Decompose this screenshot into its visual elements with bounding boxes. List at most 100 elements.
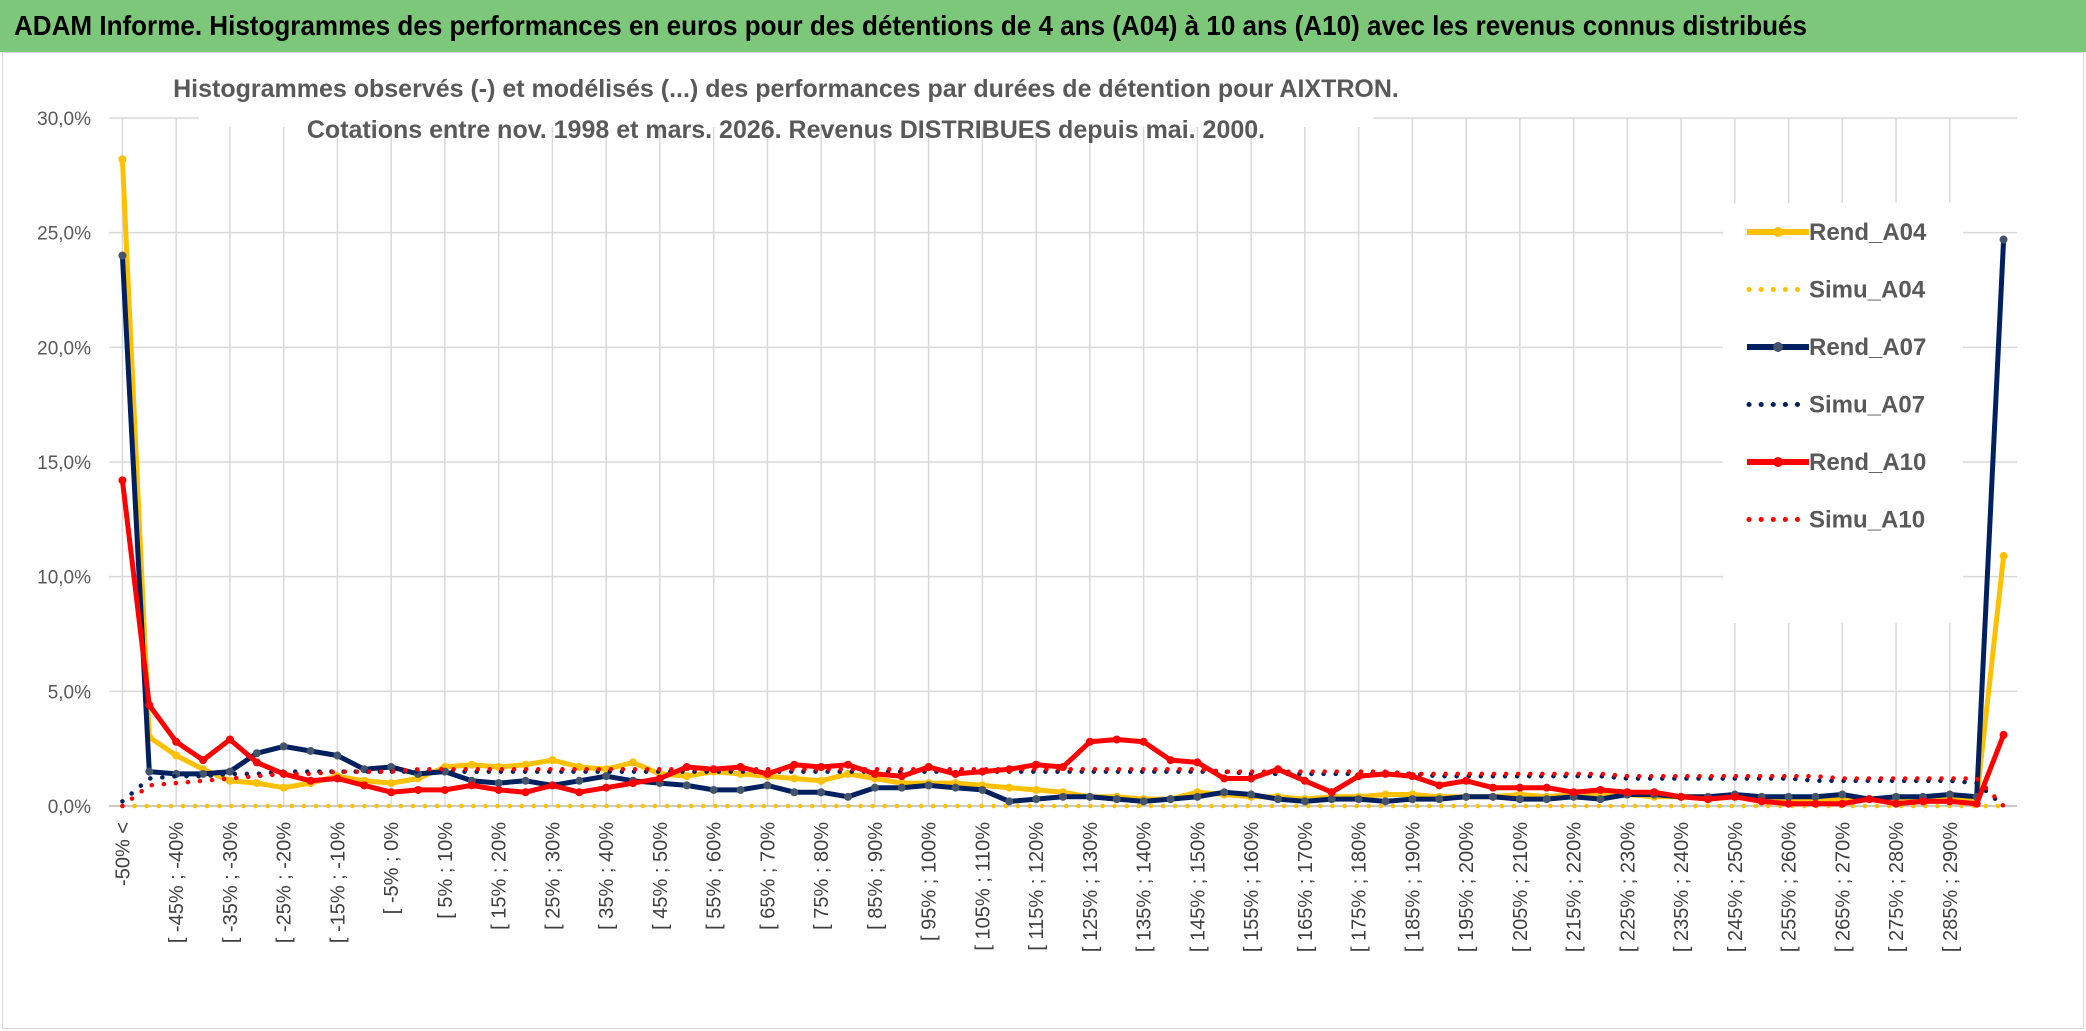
point-Rend_A10 [521,788,530,797]
x-tick-label: [ 115% ; 120% [1026,822,1048,951]
y-tick-label: 25,0% [37,224,91,245]
banner-title: ADAM Informe. Histogrammes des performan… [14,10,1807,41]
point-Rend_A07 [1005,797,1014,806]
point-Rend_A07 [978,785,987,794]
title-backdrop [199,57,1373,127]
point-Rend_A10 [709,765,718,774]
point-Rend_A04 [387,779,396,788]
point-Rend_A10 [199,756,208,765]
point-Rend_A07 [897,783,906,792]
point-Rend_A07 [763,781,772,790]
x-tick-label: [ 35% ; 40% [596,822,618,930]
point-Rend_A10 [575,788,584,797]
x-tick-label: [ 175% ; 180% [1349,822,1371,952]
point-Rend_A10 [844,760,853,769]
point-Rend_A10 [763,769,772,778]
series-layer [118,155,2008,809]
point-Rend_A10 [440,785,449,794]
point-Rend_A10 [1300,776,1309,785]
legend-label: Rend_A10 [1809,449,1926,476]
point-Rend_A07 [870,783,879,792]
chart-legend: Rend_A04 Simu_A04 Rend_A07 Simu_A07 Rend_A10… [1723,203,1963,623]
x-tick-label: [ 265% ; 270% [1832,822,1854,952]
point-Rend_A10 [951,769,960,778]
chart-frame: 0,0% 5,0% 10,0% 15,0% 20,0% 25,0% 30,0% -50% <… [2,52,2084,1029]
point-Rend_A07 [199,769,208,778]
point-Rend_A10 [897,772,906,781]
point-Rend_A04 [1005,783,1014,792]
point-Rend_A07 [1327,795,1336,804]
legend-marker [1773,457,1783,467]
point-Rend_A04 [1381,790,1390,799]
legend-box [1723,203,1963,623]
line-Rend_A04 [119,159,2007,802]
point-Rend_A07 [951,783,960,792]
series-Rend_A10 [118,476,2008,808]
point-Rend_A10 [1757,797,1766,806]
histogram-line-chart: 0,0% 5,0% 10,0% 15,0% 20,0% 25,0% 30,0% -50% <… [37,57,2017,952]
line-Rend_A10 [119,480,2006,807]
x-tick-label: [ 225% ; 230% [1617,822,1639,952]
x-tick-label: [ 255% ; 260% [1779,822,1801,952]
point-Rend_A07 [1462,792,1471,801]
point-Rend_A04 [548,756,557,765]
point-Rend_A07 [1193,792,1202,801]
point-Rend_A10 [1677,792,1686,801]
point-Rend_A07 [1166,795,1175,804]
point-Rend_A10 [1085,737,1094,746]
point-Rend_A10 [817,763,826,772]
point-Rend_A07 [602,772,611,781]
gridlines [109,117,2017,807]
x-tick-label: [ 5% ; 10% [435,822,457,919]
point-Rend_A07 [1085,792,1094,801]
point-Rend_A07 [1354,795,1363,804]
y-axis: 0,0% 5,0% 10,0% 15,0% 20,0% 25,0% 30,0% [37,109,91,818]
point-Rend_A07 [924,781,933,790]
x-tick-label: [ 125% ; 130% [1080,822,1102,952]
point-Rend_A10 [655,774,664,783]
point-Rend_A10 [252,758,261,767]
chart-title: Histogrammes observés (-) et modélisés (… [173,75,1399,103]
x-tick-label: [ -35% ; -30% [220,822,242,943]
legend-label: Simu_A10 [1809,507,1925,534]
legend-label: Simu_A04 [1809,277,1926,304]
point-Rend_A04 [225,776,234,785]
point-Rend_A07 [790,788,799,797]
point-Rend_A07 [494,779,503,788]
point-Rend_A07 [736,785,745,794]
x-tick-label: [ 245% ; 250% [1725,822,1747,952]
x-tick-label: [ 75% ; 80% [811,822,833,930]
point-Rend_A07 [1945,790,1954,799]
x-tick-label: [ 85% ; 90% [865,822,887,930]
point-Rend_A07 [1059,792,1067,801]
legend-item-Simu_A07: Simu_A07 [1746,392,1925,419]
point-Rend_A07 [1515,795,1524,804]
y-tick-label: 5,0% [48,682,91,703]
point-Rend_A10 [1596,785,1605,794]
point-Rend_A10 [387,788,396,797]
point-Rend_A07 [1488,792,1497,801]
point-Rend_A10 [1623,788,1632,797]
point-Rend_A10 [225,735,234,744]
legend-item-Simu_A04: Simu_A04 [1746,277,1926,304]
point-Rend_A07 [817,788,826,797]
point-Rend_A07 [1542,795,1551,804]
legend-label: Simu_A07 [1809,392,1925,419]
point-Rend_A07 [1838,790,1847,799]
point-Rend_A07 [844,792,853,801]
point-Rend_A10 [870,769,879,778]
point-Rend_A10 [333,774,342,783]
legend-label: Rend_A07 [1809,334,1926,361]
legend-item-Rend_A04: Rend_A04 [1747,219,1927,246]
x-tick-label: [ 145% ; 150% [1187,822,1209,952]
point-Rend_A04 [682,772,691,781]
chart-titles: Histogrammes observés (-) et modélisés (… [173,57,1399,144]
point-Rend_A04 [575,763,584,772]
point-Rend_A10 [494,785,503,794]
x-tick-label: [ -5% ; 0% [381,822,403,914]
x-tick-label: [ 25% ; 30% [542,822,564,930]
point-Rend_A07 [1381,797,1390,806]
y-tick-label: 30,0% [37,109,91,130]
x-tick-label: [ 65% ; 70% [757,822,779,930]
point-Rend_A10 [1193,758,1202,767]
